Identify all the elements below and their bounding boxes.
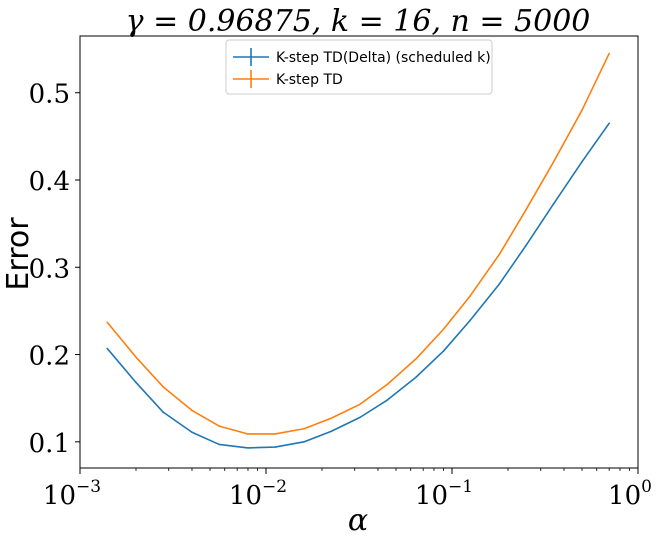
y-tick-label: 0.4 xyxy=(29,167,70,197)
data-point xyxy=(303,441,305,443)
data-point xyxy=(303,427,305,430)
series-line-2 xyxy=(106,53,610,435)
x-tick-label: 10−3 xyxy=(43,477,101,511)
data-point xyxy=(442,328,445,331)
data-point xyxy=(162,411,164,413)
data-point xyxy=(608,122,610,125)
data-point xyxy=(106,347,108,350)
data-point xyxy=(581,160,583,163)
data-point xyxy=(247,447,249,449)
x-tick-exponent: −2 xyxy=(262,477,287,497)
legend-label: K-step TD(Delta) (scheduled k) xyxy=(276,50,491,66)
x-tick-base: 10 xyxy=(608,481,641,511)
data-point xyxy=(191,431,193,434)
data-point xyxy=(359,403,361,406)
data-point xyxy=(442,350,445,352)
y-axis-label: Error xyxy=(1,217,36,291)
y-tick-label: 0.3 xyxy=(29,254,70,284)
y-axis: 0.1 0.2 0.3 0.4 0.5 xyxy=(29,80,80,459)
legend-label: K-step TD xyxy=(276,72,343,88)
series-line-1 xyxy=(106,122,610,449)
data-point xyxy=(191,409,193,412)
x-tick-exponent: 0 xyxy=(641,477,652,497)
data-point xyxy=(469,295,471,297)
legend-box xyxy=(225,39,493,95)
plot-area-frame xyxy=(79,35,639,469)
series-layer xyxy=(106,52,610,449)
chart-title: γ = 0.96875, k = 16, n = 5000 xyxy=(126,4,591,39)
data-point xyxy=(106,321,108,324)
data-point xyxy=(552,203,554,206)
data-point xyxy=(469,319,471,322)
x-tick-label: 100 xyxy=(608,477,652,511)
data-point xyxy=(330,430,332,433)
data-point xyxy=(359,416,361,419)
data-point xyxy=(498,253,501,255)
data-point xyxy=(415,358,417,360)
x-tick-base: 10 xyxy=(43,481,76,511)
data-point xyxy=(135,356,137,358)
data-point xyxy=(386,399,389,401)
x-tick-base: 10 xyxy=(415,481,448,511)
y-tick-label: 0.1 xyxy=(29,429,70,459)
data-point xyxy=(247,433,249,435)
x-tick-exponent: −3 xyxy=(76,477,101,497)
data-point xyxy=(274,433,276,435)
data-point xyxy=(218,443,220,446)
data-point xyxy=(415,376,417,379)
y-tick-label: 0.5 xyxy=(29,80,70,110)
data-point xyxy=(162,386,164,388)
data-point xyxy=(525,208,527,211)
x-tick-label: 10−1 xyxy=(415,477,473,511)
data-point xyxy=(274,446,276,448)
y-tick-label: 0.2 xyxy=(29,342,70,372)
data-point xyxy=(525,244,527,247)
x-tick-base: 10 xyxy=(229,481,262,511)
data-point xyxy=(330,417,332,420)
data-point xyxy=(135,381,137,384)
data-point xyxy=(552,161,554,164)
data-point xyxy=(498,283,501,285)
data-point xyxy=(218,425,220,427)
x-tick-label: 10−2 xyxy=(229,477,287,511)
data-point xyxy=(386,383,389,386)
data-point xyxy=(608,52,610,55)
x-axis: 10−3 10−2 10−1 100 xyxy=(43,468,652,511)
x-tick-exponent: −1 xyxy=(448,477,473,497)
legend: K-step TD(Delta) (scheduled k) K-step TD xyxy=(225,39,493,95)
x-axis-label: α xyxy=(348,503,368,538)
data-point xyxy=(581,109,583,111)
